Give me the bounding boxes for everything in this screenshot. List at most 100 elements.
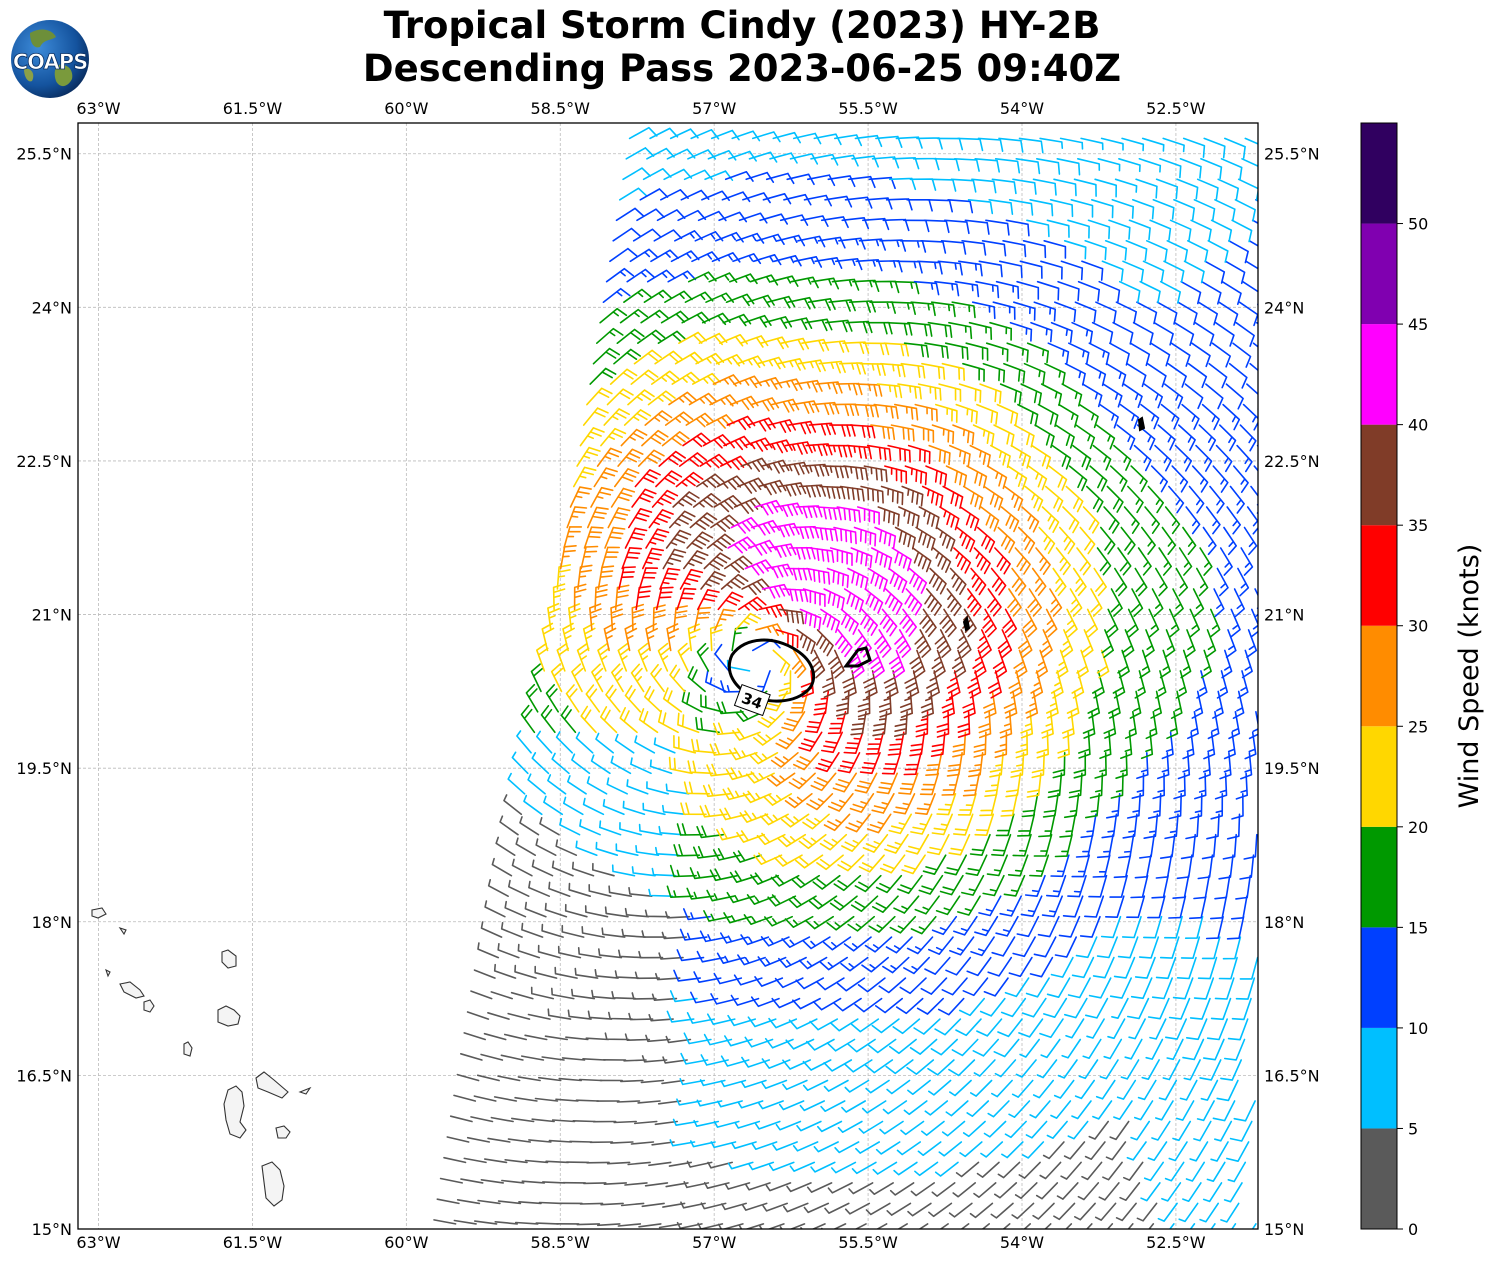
wind-barb bbox=[1081, 383, 1103, 408]
wind-barb bbox=[615, 207, 645, 222]
wind-barb bbox=[1148, 608, 1160, 638]
lon-label-top: 52.5°W bbox=[1146, 99, 1206, 118]
wind-barb bbox=[538, 1201, 563, 1205]
wind-barb bbox=[673, 844, 701, 857]
wind-barb bbox=[905, 833, 930, 855]
wind-barb bbox=[784, 915, 814, 928]
coaps-globe-logo: COAPS bbox=[11, 20, 89, 98]
colorbar-tick-label: 50 bbox=[1408, 215, 1428, 234]
wind-barb bbox=[1075, 833, 1094, 858]
wind-barb bbox=[788, 772, 816, 790]
wind-barb bbox=[833, 526, 857, 545]
wind-barb bbox=[657, 709, 679, 734]
lon-label-bottom: 57°W bbox=[692, 1233, 736, 1252]
wind-barb bbox=[1229, 1120, 1253, 1142]
wind-barb bbox=[806, 567, 831, 585]
wind-barb bbox=[866, 813, 892, 834]
wind-barb bbox=[823, 813, 851, 832]
wind-barb bbox=[1161, 1182, 1182, 1202]
wind-barb bbox=[463, 1032, 486, 1041]
wind-barb bbox=[460, 1178, 484, 1184]
wind-barb bbox=[901, 485, 924, 507]
lon-label-bottom: 52.5°W bbox=[1146, 1233, 1206, 1252]
wind-barb bbox=[960, 1223, 970, 1229]
wind-barb bbox=[588, 884, 612, 897]
wind-barb bbox=[606, 777, 628, 795]
wind-barb bbox=[1166, 240, 1188, 263]
wind-barb bbox=[993, 424, 1015, 447]
wind-barb bbox=[1163, 260, 1185, 283]
wind-barb bbox=[909, 178, 937, 191]
wind-barb bbox=[1094, 178, 1117, 198]
wind-barb bbox=[742, 790, 772, 804]
wind-barb bbox=[1033, 833, 1053, 857]
wind-barb bbox=[1030, 670, 1044, 699]
wind-barb bbox=[597, 1223, 621, 1227]
wind-barb bbox=[753, 731, 782, 746]
wind-barb bbox=[575, 1099, 600, 1102]
wind-barb bbox=[507, 1138, 532, 1143]
wind-barb bbox=[728, 150, 757, 162]
wind-barb bbox=[1246, 506, 1258, 535]
wind-barb bbox=[665, 783, 690, 795]
wind-barb bbox=[540, 705, 556, 734]
wind-barb bbox=[1105, 895, 1125, 918]
wind-barb bbox=[758, 1100, 784, 1110]
wind-barb bbox=[611, 663, 624, 693]
wind-barb bbox=[733, 974, 763, 986]
wind-barb bbox=[1035, 649, 1048, 679]
wind-barb bbox=[882, 956, 910, 974]
wind-barb bbox=[1205, 383, 1224, 410]
wind-barb bbox=[611, 991, 637, 1000]
wind-barb bbox=[1209, 485, 1225, 514]
wind-barb bbox=[1172, 874, 1190, 899]
wind-barb bbox=[1214, 874, 1231, 900]
wind-barb bbox=[610, 1141, 634, 1144]
wind-barb bbox=[920, 240, 947, 254]
wind-barb bbox=[628, 887, 653, 897]
wind-barb bbox=[843, 588, 864, 613]
wind-barb bbox=[551, 1119, 576, 1123]
wind-barb bbox=[904, 465, 928, 486]
wind-barb bbox=[1207, 711, 1220, 740]
wind-barb bbox=[795, 854, 824, 869]
wind-barb bbox=[836, 977, 866, 992]
wind-barb bbox=[1116, 424, 1136, 450]
wind-barb bbox=[1105, 1141, 1127, 1161]
wind-barb bbox=[850, 895, 879, 912]
wind-barb bbox=[907, 444, 931, 465]
wind-barb bbox=[1072, 444, 1092, 471]
wind-barb bbox=[846, 444, 872, 460]
wind-barb bbox=[714, 643, 730, 672]
wind-barb bbox=[875, 1223, 888, 1229]
wind-barb bbox=[876, 772, 898, 795]
wind-barb bbox=[491, 857, 513, 877]
wind-barb bbox=[767, 894, 797, 907]
wind-barb bbox=[1169, 219, 1192, 242]
wind-barb bbox=[1025, 1120, 1048, 1139]
wind-barb bbox=[1046, 977, 1071, 998]
wind-barb bbox=[1037, 403, 1059, 428]
wind-barb bbox=[866, 444, 892, 462]
wind-barb bbox=[889, 1038, 917, 1055]
wind-barb bbox=[966, 956, 992, 977]
wind-barb bbox=[618, 566, 636, 590]
wind-barb bbox=[1170, 690, 1183, 719]
wind-barb bbox=[661, 431, 690, 447]
wind-barb bbox=[931, 813, 953, 836]
wind-barb bbox=[1205, 915, 1224, 940]
wind-barb bbox=[466, 1136, 491, 1143]
wind-barb bbox=[556, 564, 572, 590]
wind-barb bbox=[658, 825, 683, 836]
wind-barb bbox=[1128, 1018, 1146, 1040]
wind-barb bbox=[918, 506, 940, 530]
wind-barb bbox=[915, 711, 929, 738]
wind-barb bbox=[979, 793, 998, 817]
wind-barb bbox=[1141, 526, 1156, 555]
wind-barb bbox=[594, 584, 608, 611]
wind-barb bbox=[1046, 1120, 1068, 1139]
wind-barb bbox=[1146, 240, 1168, 262]
wind-barb bbox=[1212, 465, 1229, 493]
wind-barb bbox=[602, 799, 625, 816]
wind-barb bbox=[1003, 362, 1026, 384]
